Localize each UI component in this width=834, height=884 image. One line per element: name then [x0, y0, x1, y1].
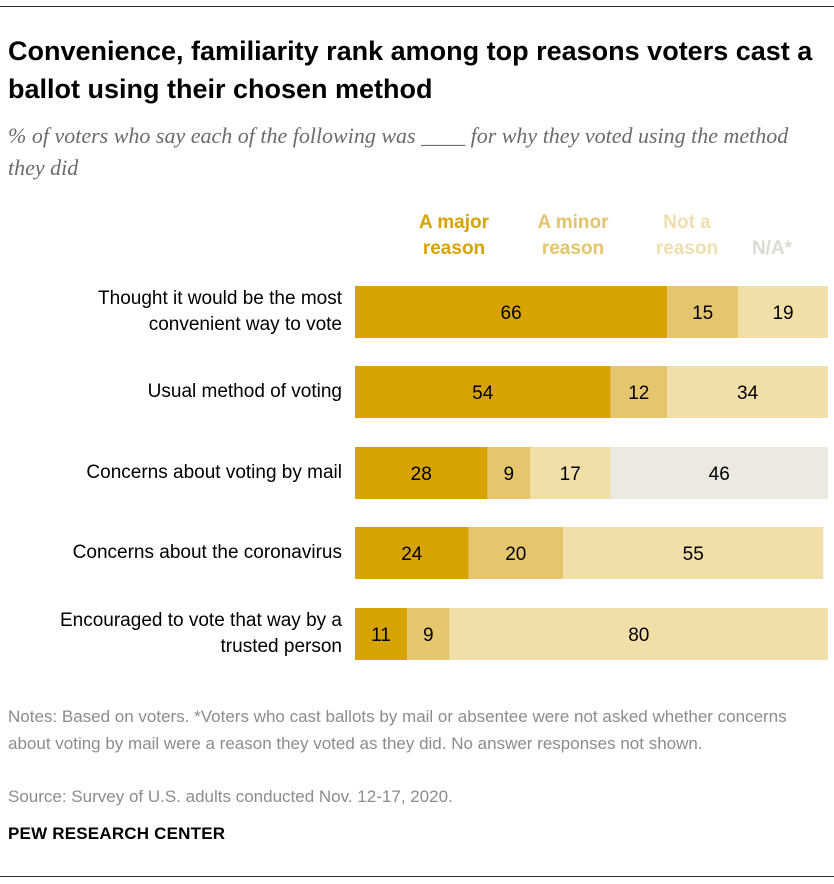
legend-item-2: A minor reason: [537, 212, 609, 259]
legend-item-3: Not a reason: [655, 212, 719, 259]
bar-segment-r5-s3: [449, 608, 828, 660]
bar-segment-r2-s2: [610, 366, 668, 418]
category-label-2: Usual method of voting: [147, 381, 342, 402]
top-rule: [0, 6, 834, 7]
legend-item-4: N/A*: [751, 238, 793, 259]
legend-item-1: A major reason: [418, 212, 490, 259]
data-label-r4-s3: 55: [683, 544, 704, 565]
bar-segment-r3-s2: [487, 447, 531, 499]
brand-logo-text: PEW RESEARCH CENTER: [8, 824, 226, 843]
bar-segment-r1-s1: [355, 286, 668, 338]
notes: Notes: Based on voters. *Voters who cast…: [8, 707, 787, 753]
bar-segment-r4-s1: [355, 527, 469, 579]
data-label-r3-s2: 9: [503, 464, 514, 485]
data-label-r2-s3: 34: [737, 383, 759, 404]
category-label-5: Encouraged to vote that way by a trusted …: [59, 610, 342, 657]
data-label-r2-s1: 54: [472, 383, 494, 404]
bar-segment-r2-s3: [667, 366, 828, 418]
bar-segment-r5-s1: [355, 608, 408, 660]
data-label-r5-s1: 11: [371, 625, 391, 646]
data-label-r2-s2: 12: [628, 383, 649, 404]
data-label-r5-s2: 9: [423, 625, 434, 646]
data-label-r1-s2: 15: [692, 303, 713, 324]
data-label-r5-s3: 80: [628, 625, 649, 646]
data-label-r1-s1: 66: [501, 303, 522, 324]
bar-segment-r1-s2: [667, 286, 739, 338]
bar-segment-r4-s2: [468, 527, 564, 579]
stacked-bar-chart: 66 15 19 54 12 34 28 9 17 46 24 20 55 11 9 80: [355, 286, 828, 660]
category-label-4: Concerns about the coronavirus: [72, 542, 342, 563]
data-label-r4-s2: 20: [505, 544, 526, 565]
source: Source: Survey of U.S. adults conducted …: [8, 787, 453, 806]
chart-subtitle: % of voters who say each of the followin…: [8, 123, 789, 180]
bar-segment-r4-s3: [563, 527, 824, 579]
category-label-3: Concerns about voting by mail: [86, 462, 342, 483]
data-label-r3-s3: 17: [560, 464, 581, 485]
category-label-1: Thought it would be the most convenient w…: [98, 288, 342, 335]
bar-segment-r5-s2: [407, 608, 450, 660]
chart-title: Convenience, familiarity rank among top …: [8, 36, 813, 104]
data-label-r3-s1: 28: [411, 464, 432, 485]
data-label-r1-s3: 19: [772, 303, 793, 324]
data-label-r3-s4: 46: [709, 464, 730, 485]
bar-segment-r2-s1: [355, 366, 611, 418]
bar-segment-r3-s3: [530, 447, 611, 499]
bar-segment-r1-s3: [738, 286, 828, 338]
data-label-r4-s1: 24: [401, 544, 423, 565]
bottom-rule: [0, 876, 834, 877]
bar-segment-r3-s4: [610, 447, 828, 499]
bar-segment-r3-s1: [355, 447, 488, 499]
